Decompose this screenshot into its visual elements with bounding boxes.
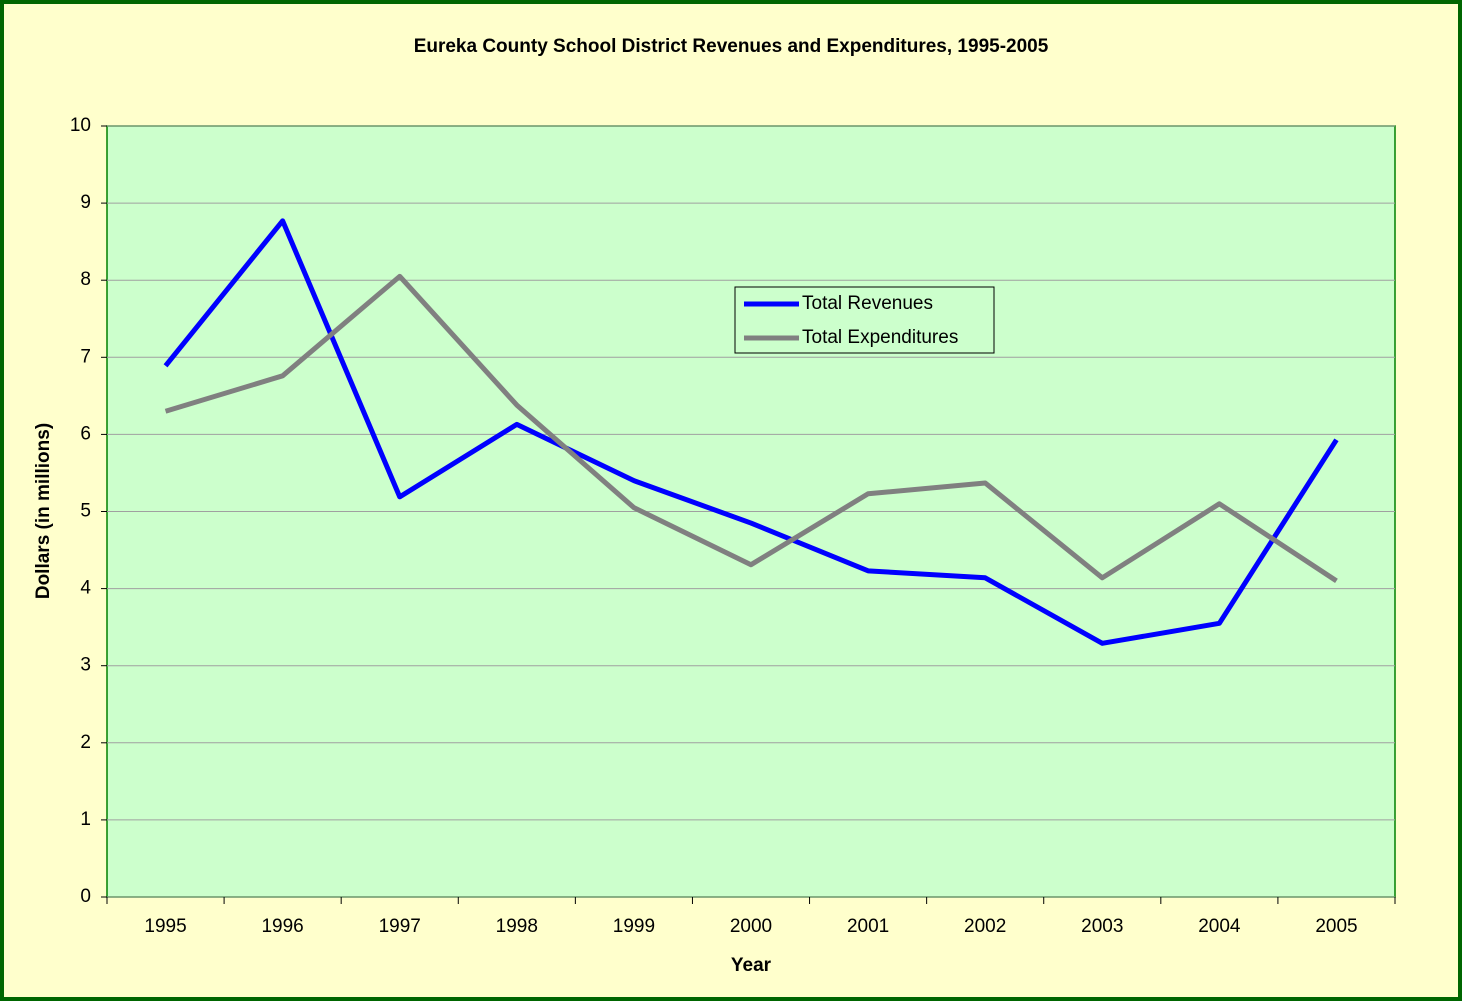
y-tick-label: 4 [80,578,91,599]
x-tick-label: 2000 [730,916,772,937]
y-tick-label: 1 [80,809,91,830]
x-tick-label: 2001 [847,916,889,937]
y-axis-label: Dollars (in millions) [33,423,54,599]
series-line [164,273,1338,583]
y-tick-label: 10 [70,115,91,136]
y-tick-label: 0 [80,886,91,907]
y-tick-label: 6 [80,423,91,444]
x-tick-label: 1996 [261,916,303,937]
x-tick-label: 2004 [1198,916,1241,937]
y-tick-label: 2 [80,732,91,753]
x-tick-label: 2002 [964,916,1006,937]
y-tick-label: 8 [80,269,91,290]
y-tick-label: 5 [80,501,91,522]
x-tick-label: 2003 [1081,916,1123,937]
y-tick-label: 7 [80,346,91,367]
legend-label: Total Expenditures [802,327,958,348]
grid [101,125,1396,904]
x-tick-label: 1998 [496,916,538,937]
x-tick-label: 1997 [379,916,421,937]
x-axis-label: Year [731,955,772,976]
y-tick-label: 9 [80,192,91,213]
chart-title: Eureka County School District Revenues a… [414,36,1049,57]
x-tick-label: 1995 [144,916,186,937]
legend-label: Total Revenues [802,293,933,314]
legend [734,286,995,354]
series-line [163,218,1339,646]
lines [163,218,1339,646]
x-tick-label: 2005 [1315,916,1357,937]
y-tick-label: 3 [80,655,91,676]
x-tick-label: 1999 [613,916,655,937]
